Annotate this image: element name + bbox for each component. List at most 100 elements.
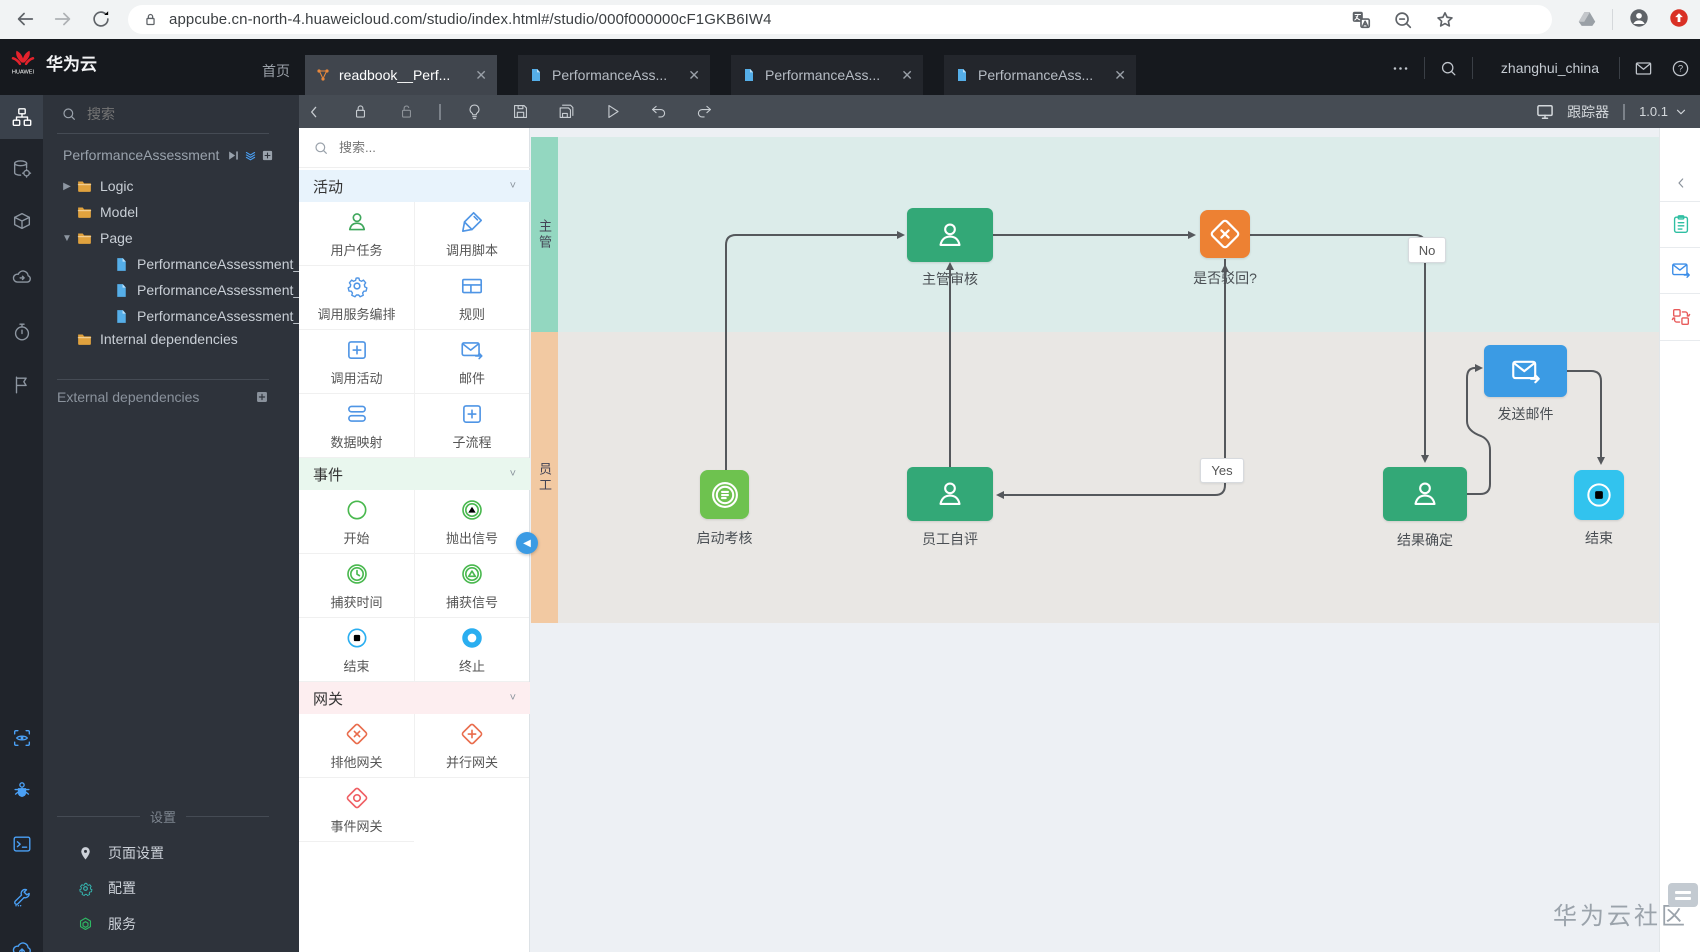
update-icon[interactable] — [1668, 7, 1690, 29]
chevron-down-icon[interactable]: ˅ — [509, 180, 516, 192]
palette-item[interactable]: 捕获信号 — [414, 554, 529, 618]
rail-item-wrench-icon[interactable] — [0, 876, 43, 920]
back-icon[interactable] — [14, 8, 36, 30]
palette-item[interactable]: 结束 — [299, 618, 414, 682]
toolbar-save-icon[interactable] — [505, 99, 535, 125]
feedback-widget-icon[interactable] — [1668, 883, 1698, 907]
rail-item-bug-icon[interactable] — [0, 768, 43, 812]
palette-item[interactable]: 邮件 — [414, 330, 529, 394]
explorer-search[interactable] — [61, 105, 249, 123]
flow-node-result[interactable] — [1383, 467, 1467, 521]
zoom-out-icon[interactable] — [1392, 9, 1414, 31]
flow-node-end[interactable] — [1574, 470, 1624, 520]
palette-item[interactable]: 子流程 — [414, 394, 529, 458]
flow-edge[interactable] — [1466, 367, 1491, 495]
tab-close-icon[interactable]: ✕ — [475, 66, 487, 83]
rail-item-terminal-icon[interactable] — [0, 822, 43, 866]
rail-item-stopwatch-icon[interactable] — [0, 310, 43, 354]
chevron-down-icon[interactable] — [1674, 105, 1688, 119]
tracker-button[interactable]: 跟踪器 — [1567, 103, 1610, 120]
palette-item[interactable]: 终止 — [414, 618, 529, 682]
toolbar-redo-icon[interactable] — [689, 99, 719, 125]
tree-item[interactable]: PerformanceAssessment_... — [98, 279, 313, 301]
settings-item-配置[interactable]: 配置 — [77, 878, 136, 898]
home-link[interactable]: 首页 — [262, 63, 290, 79]
flow-node-emp[interactable] — [907, 467, 993, 521]
project-name[interactable]: PerformanceAssessment — [63, 147, 220, 163]
brand[interactable]: HUAWEI 华为云 — [8, 47, 97, 77]
drive-icon[interactable] — [1576, 8, 1598, 30]
palette-item[interactable]: 规则 — [414, 266, 529, 330]
palette-collapse-button[interactable]: ◀ — [516, 532, 538, 554]
mail-icon[interactable] — [1634, 59, 1653, 78]
settings-item-服务[interactable]: 服务 — [77, 914, 136, 934]
chevron-down-icon[interactable]: ˅ — [509, 692, 516, 704]
toolbar-play-icon[interactable] — [597, 99, 627, 125]
external-dependencies-row[interactable]: External dependencies — [57, 389, 269, 405]
plus-box-icon[interactable] — [255, 390, 269, 404]
palette-item[interactable]: 排他网关 — [299, 714, 414, 778]
panel-collapse-button[interactable] — [1660, 160, 1700, 206]
plus-box-icon[interactable] — [261, 149, 274, 162]
toolbar-lock-icon[interactable] — [345, 99, 375, 125]
palette-item[interactable]: 捕获时间 — [299, 554, 414, 618]
tree-item[interactable]: PerformanceAssessment_... — [98, 305, 313, 327]
chevron-stack-icon[interactable] — [244, 149, 257, 162]
lane-header-主管[interactable]: 主管 — [531, 137, 558, 332]
edge-label-yes[interactable]: Yes — [1200, 458, 1244, 483]
tree-arrow-icon[interactable]: ▼ — [62, 232, 72, 244]
flow-canvas[interactable]: 主管 员工 启动考核 主管审核 是否驳回? 员工自评 结果确定 发送邮件 结束 No Yes — [530, 128, 1659, 952]
tab-close-icon[interactable]: ✕ — [688, 66, 700, 83]
panel-tool-clipboard-icon[interactable] — [1660, 201, 1700, 247]
settings-item-页面设置[interactable]: 页面设置 — [77, 843, 164, 863]
tab-close-icon[interactable]: ✕ — [901, 66, 913, 83]
toolbar-bulb-icon[interactable] — [459, 99, 489, 125]
palette-item[interactable]: 开始 — [299, 490, 414, 554]
tree-arrow-icon[interactable]: ▶ — [63, 180, 71, 192]
tree-item[interactable]: PerformanceAssessment_... — [98, 253, 313, 275]
palette-section-活动[interactable]: 活动 ˅ — [299, 170, 530, 202]
ellipsis-icon[interactable] — [1391, 59, 1410, 78]
play-bar-icon[interactable] — [227, 149, 240, 162]
rail-item-preview-eye-icon[interactable] — [0, 716, 43, 760]
monitor-icon[interactable] — [1535, 102, 1555, 122]
tab-performance-2[interactable]: PerformanceAss... ✕ — [731, 55, 923, 95]
translate-icon[interactable] — [1350, 9, 1372, 31]
url-bar[interactable]: appcube.cn-north-4.huaweicloud.com/studi… — [128, 5, 1552, 34]
url-text[interactable]: appcube.cn-north-4.huaweicloud.com/studi… — [169, 11, 772, 28]
toolbar-undo-icon[interactable] — [643, 99, 673, 125]
palette-item[interactable]: 调用活动 — [299, 330, 414, 394]
flow-edge[interactable] — [1250, 234, 1426, 455]
reload-icon[interactable] — [90, 8, 112, 30]
rail-item-database-gear-icon[interactable] — [0, 147, 43, 191]
forward-icon[interactable] — [52, 8, 74, 30]
flow-node-mgr[interactable] — [907, 208, 993, 262]
rail-item-flag-run-icon[interactable] — [0, 363, 43, 407]
tree-item[interactable]: Internal dependencies — [61, 328, 238, 350]
tree-item[interactable]: ▼ Page — [61, 227, 133, 249]
username[interactable]: zhanghui_china — [1500, 60, 1599, 76]
palette-item[interactable]: 抛出信号 — [414, 490, 529, 554]
edge-label-no[interactable]: No — [1408, 237, 1446, 263]
flow-node-start[interactable] — [700, 470, 749, 519]
tab-performance-1[interactable]: PerformanceAss... ✕ — [518, 55, 710, 95]
palette-search-input[interactable] — [337, 139, 491, 156]
palette-item[interactable]: 并行网关 — [414, 714, 529, 778]
panel-tool-swap-squares-icon[interactable] — [1660, 294, 1700, 340]
rail-item-package-icon[interactable] — [0, 199, 43, 243]
palette-item[interactable]: 数据映射 — [299, 394, 414, 458]
palette-search[interactable] — [299, 128, 530, 168]
toolbar-collapse-chevron-icon[interactable] — [299, 99, 329, 125]
version-label[interactable]: 1.0.1 — [1639, 104, 1668, 119]
project-row[interactable]: PerformanceAssessment — [63, 147, 274, 163]
flow-edge[interactable] — [1004, 259, 1226, 496]
palette-item[interactable]: 用户任务 — [299, 202, 414, 266]
palette-item[interactable]: 调用服务编排 — [299, 266, 414, 330]
rail-item-sitemap-icon[interactable] — [0, 95, 43, 139]
rail-item-cloud-sync-icon[interactable] — [0, 255, 43, 299]
toolbar-unlock-icon[interactable] — [391, 99, 421, 125]
palette-item[interactable]: 事件网关 — [299, 778, 414, 842]
palette-section-网关[interactable]: 网关 ˅ — [299, 682, 530, 714]
palette-item[interactable]: 调用脚本 — [414, 202, 529, 266]
palette-section-事件[interactable]: 事件 ˅ — [299, 458, 530, 490]
